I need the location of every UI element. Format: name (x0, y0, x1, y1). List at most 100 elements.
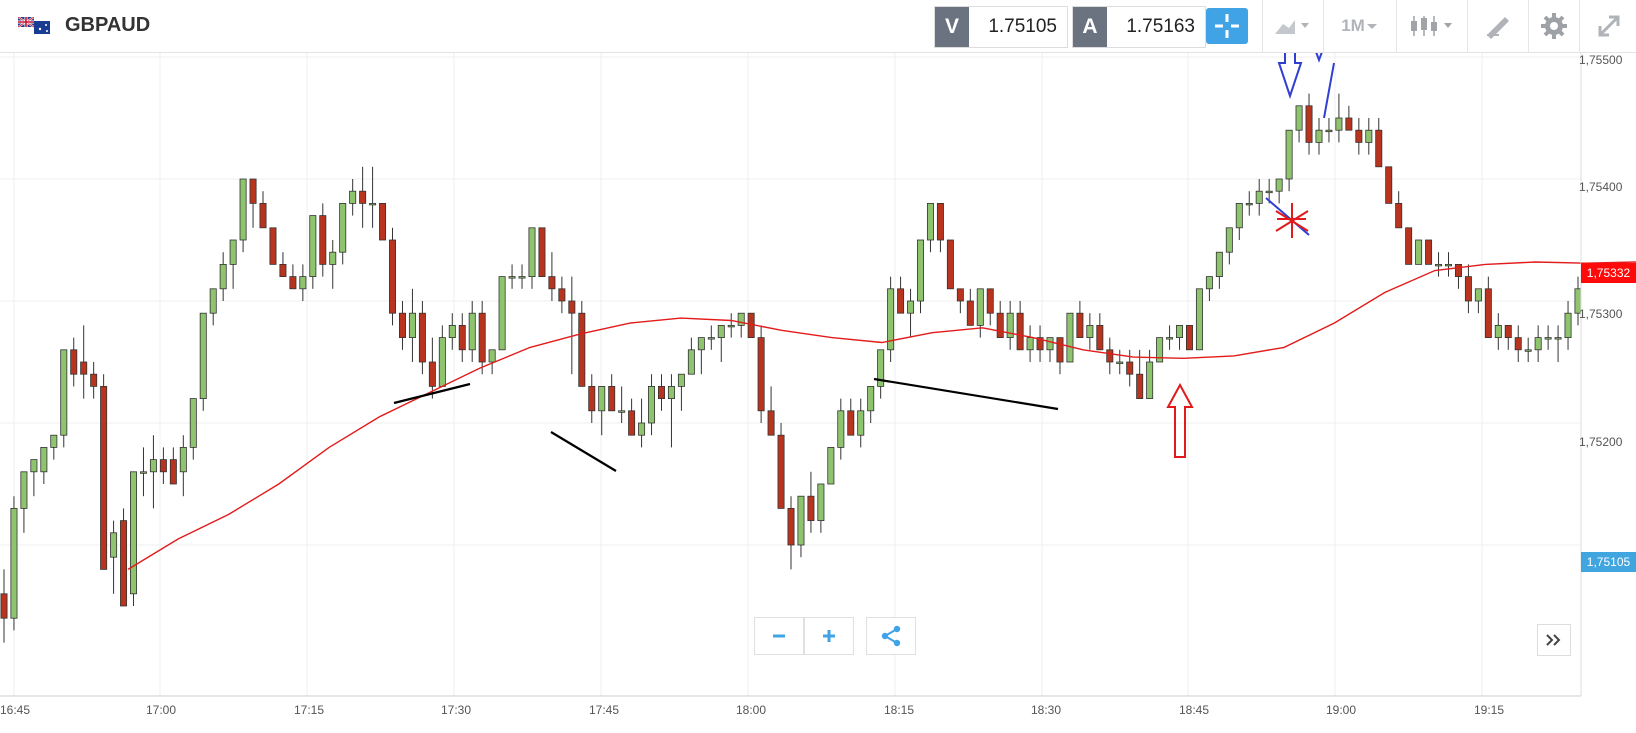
candle (1435, 252, 1443, 277)
candle (1255, 179, 1263, 216)
candle-body (139, 471, 147, 474)
candle-body (239, 178, 247, 241)
candle (1235, 202, 1243, 240)
candle-body (488, 349, 496, 363)
candle (209, 288, 217, 326)
candle-body (847, 410, 855, 436)
candle-body (727, 324, 735, 328)
candle-body (1325, 129, 1333, 133)
candle-body (1395, 202, 1403, 229)
candle (80, 325, 88, 399)
candle-body (1365, 129, 1373, 143)
fullscreen-button[interactable] (1579, 0, 1636, 52)
timeframe-select[interactable]: 1M (1323, 0, 1396, 52)
candle (946, 239, 954, 290)
candle (1106, 337, 1114, 375)
time-label-9: 18:45 (1179, 703, 1210, 717)
candle-type-button[interactable] (1396, 0, 1467, 52)
chevron-down-icon (1366, 24, 1377, 29)
chart-grid (0, 53, 1581, 697)
drawn-annotations (393, 1, 1335, 472)
candle (717, 324, 725, 362)
candle (1016, 301, 1024, 351)
candle-body (568, 300, 576, 314)
candle-body (618, 410, 626, 413)
zoom-out-button[interactable] (754, 617, 804, 655)
zoom-in-button[interactable] (804, 617, 854, 655)
candle (1494, 313, 1502, 350)
candle-body (1415, 239, 1423, 265)
candle-body (428, 361, 436, 387)
candle (369, 166, 377, 228)
share-button[interactable] (866, 617, 916, 655)
scroll-to-latest-button[interactable] (1537, 624, 1571, 656)
candle (887, 276, 895, 362)
candle-body (1295, 105, 1303, 131)
candle-body (1315, 129, 1323, 143)
candle-body (80, 361, 88, 375)
candle (90, 362, 98, 399)
candle (448, 313, 456, 350)
candle-body (1345, 117, 1353, 131)
candle-body (548, 276, 556, 290)
candle (1345, 105, 1353, 131)
settings-button[interactable] (1528, 0, 1579, 52)
candle-body (598, 385, 606, 412)
candle-body (1464, 276, 1472, 302)
time-label-4: 17:30 (441, 703, 472, 717)
candle-body (359, 190, 367, 204)
candle (20, 471, 28, 533)
candle-body (100, 385, 108, 570)
candle (1554, 325, 1562, 362)
candle (1195, 288, 1203, 351)
candle-body (309, 215, 317, 278)
candle (1176, 324, 1184, 350)
chart-type-button[interactable] (1262, 0, 1323, 52)
buy-label: A (1073, 7, 1107, 47)
candle-body (926, 202, 934, 241)
sell-price-box[interactable]: V 1.75105 (934, 6, 1068, 48)
buy-price-box[interactable]: A 1.75163 (1072, 6, 1206, 48)
candle (1504, 324, 1512, 350)
candle-body (249, 178, 257, 204)
candle-body (578, 312, 586, 387)
candle (966, 288, 974, 326)
candle-body (1006, 312, 1014, 339)
candle-body (349, 190, 357, 204)
crosshair-button[interactable] (1206, 8, 1248, 44)
candle-body (1166, 337, 1174, 340)
candle (658, 374, 665, 411)
candlestick-icon (1411, 16, 1452, 36)
candle-body (408, 312, 416, 339)
top-toolbar: GBPAUD V 1.75105 A 1.75163 1M (0, 0, 1636, 53)
candle-body (1445, 263, 1452, 267)
candle-body (976, 288, 984, 326)
candle-series (0, 93, 1582, 643)
candle-body (667, 385, 675, 399)
candle (976, 288, 984, 338)
candle (359, 166, 367, 228)
gb-au-flag-icon (18, 17, 50, 34)
candle (1036, 325, 1044, 362)
candle (379, 202, 387, 241)
candle-body (269, 227, 277, 265)
candle (1225, 227, 1233, 265)
candle (189, 398, 197, 460)
draw-tool-button[interactable] (1467, 0, 1528, 52)
zoom-controls (754, 617, 854, 655)
candle (877, 349, 885, 399)
candle (299, 264, 307, 301)
candle (1066, 312, 1074, 363)
candle-body (1425, 239, 1433, 265)
candle (767, 386, 775, 436)
candle (807, 471, 815, 533)
candle-body (299, 276, 307, 290)
candle-body (199, 312, 207, 400)
candle-body (757, 337, 765, 412)
candle (1325, 118, 1333, 143)
candle-body (1335, 117, 1343, 131)
candle-body (917, 239, 924, 302)
blue-diagonal (1265, 197, 1310, 236)
candle-body (498, 276, 506, 351)
